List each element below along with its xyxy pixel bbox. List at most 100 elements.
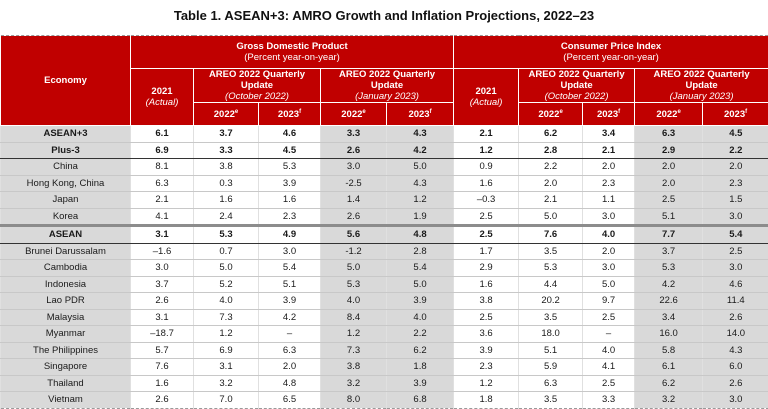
value-cell: 6.0 <box>703 359 768 376</box>
value-cell: 1.1 <box>583 192 635 209</box>
value-cell: 2.3 <box>454 359 519 376</box>
value-cell: 1.2 <box>321 326 387 343</box>
value-cell: 3.3 <box>194 142 259 159</box>
value-cell: 4.0 <box>583 342 635 359</box>
header-cpi: Consumer Price Index (Percent year-on-ye… <box>454 36 768 69</box>
cpi-jan-2023f: 2023f <box>703 103 768 126</box>
value-cell: 5.7 <box>131 342 194 359</box>
value-cell: 6.8 <box>387 392 454 409</box>
value-cell: 4.0 <box>387 309 454 326</box>
cpi-actual-header: 2021 (Actual) <box>454 69 519 126</box>
value-cell: 4.0 <box>583 226 635 244</box>
value-cell: 1.7 <box>454 243 519 260</box>
value-cell: 4.6 <box>259 126 321 143</box>
gdp-jan-title: AREO 2022 Quarterly Update <box>339 69 435 91</box>
value-cell: 2.8 <box>519 142 583 159</box>
value-cell: 2.0 <box>635 159 703 176</box>
value-cell: 1.6 <box>454 276 519 293</box>
projections-table: Economy Gross Domestic Product (Percent … <box>0 35 768 409</box>
value-cell: 5.8 <box>635 342 703 359</box>
value-cell: 3.8 <box>454 293 519 310</box>
cpi-oct-2022e: 2022e <box>519 103 583 126</box>
economy-name: Lao PDR <box>1 293 131 310</box>
gdp-oct-2023f: 2023f <box>259 103 321 126</box>
value-cell: 16.0 <box>635 326 703 343</box>
value-cell: 7.6 <box>131 359 194 376</box>
year-label: 2022 <box>214 109 235 120</box>
economy-name: Plus-3 <box>1 142 131 159</box>
value-cell: 2.2 <box>387 326 454 343</box>
value-cell: 20.2 <box>519 293 583 310</box>
value-cell: 2.5 <box>454 309 519 326</box>
value-cell: 7.7 <box>635 226 703 244</box>
value-cell: 3.0 <box>583 260 635 277</box>
value-cell: 8.0 <box>321 392 387 409</box>
value-cell: 4.1 <box>131 208 194 226</box>
value-cell: 2.0 <box>583 159 635 176</box>
economy-name: Korea <box>1 208 131 226</box>
gdp-jan-2023f: 2023f <box>387 103 454 126</box>
value-cell: 5.1 <box>635 208 703 226</box>
value-cell: 4.0 <box>194 293 259 310</box>
value-cell: 5.1 <box>259 276 321 293</box>
value-cell: 1.9 <box>387 208 454 226</box>
value-cell: 5.0 <box>387 276 454 293</box>
value-cell: 1.2 <box>454 142 519 159</box>
value-cell: 2.3 <box>703 175 768 192</box>
value-cell: 4.2 <box>259 309 321 326</box>
header-economy: Economy <box>1 36 131 126</box>
value-cell: 2.6 <box>703 375 768 392</box>
value-cell: 2.6 <box>131 293 194 310</box>
value-cell: 4.3 <box>703 342 768 359</box>
value-cell: 4.5 <box>259 142 321 159</box>
year-label: 2023 <box>724 109 745 120</box>
cpi-oct-header: AREO 2022 Quarterly Update (October 2022… <box>519 69 635 103</box>
value-cell: 3.1 <box>131 226 194 244</box>
gdp-unit: (Percent year-on-year) <box>133 52 451 63</box>
value-cell: 7.3 <box>321 342 387 359</box>
value-cell: 1.2 <box>194 326 259 343</box>
value-cell: 4.2 <box>635 276 703 293</box>
value-cell: 8.1 <box>131 159 194 176</box>
gdp-oct-2022e: 2022e <box>194 103 259 126</box>
gdp-jan-header: AREO 2022 Quarterly Update (January 2023… <box>321 69 454 103</box>
value-cell: 5.3 <box>194 226 259 244</box>
value-cell: 1.6 <box>454 175 519 192</box>
value-cell: 3.9 <box>259 175 321 192</box>
value-cell: 2.0 <box>635 175 703 192</box>
value-cell: 5.0 <box>583 276 635 293</box>
gdp-oct-date: (October 2022) <box>196 91 318 102</box>
gdp-actual-year: 2021 <box>151 86 172 97</box>
value-cell: 5.0 <box>321 260 387 277</box>
value-cell: 1.2 <box>454 375 519 392</box>
value-cell: 8.4 <box>321 309 387 326</box>
value-cell: 6.9 <box>131 142 194 159</box>
cpi-jan-2022e: 2022e <box>635 103 703 126</box>
year-label: 2022 <box>341 109 362 120</box>
value-cell: 3.7 <box>131 276 194 293</box>
value-cell: 3.8 <box>321 359 387 376</box>
value-cell: 0.3 <box>194 175 259 192</box>
value-cell: 18.0 <box>519 326 583 343</box>
value-cell: 3.3 <box>321 126 387 143</box>
value-cell: 6.2 <box>387 342 454 359</box>
year-sup: e <box>677 109 680 115</box>
value-cell: – <box>259 326 321 343</box>
value-cell: 0.7 <box>194 243 259 260</box>
value-cell: 2.2 <box>703 142 768 159</box>
value-cell: 2.6 <box>131 392 194 409</box>
value-cell: 4.6 <box>703 276 768 293</box>
value-cell: 3.5 <box>519 392 583 409</box>
economy-name: The Philippines <box>1 342 131 359</box>
value-cell: 3.0 <box>259 243 321 260</box>
value-cell: 1.8 <box>387 359 454 376</box>
value-cell: 2.1 <box>454 126 519 143</box>
economy-name: Hong Kong, China <box>1 175 131 192</box>
